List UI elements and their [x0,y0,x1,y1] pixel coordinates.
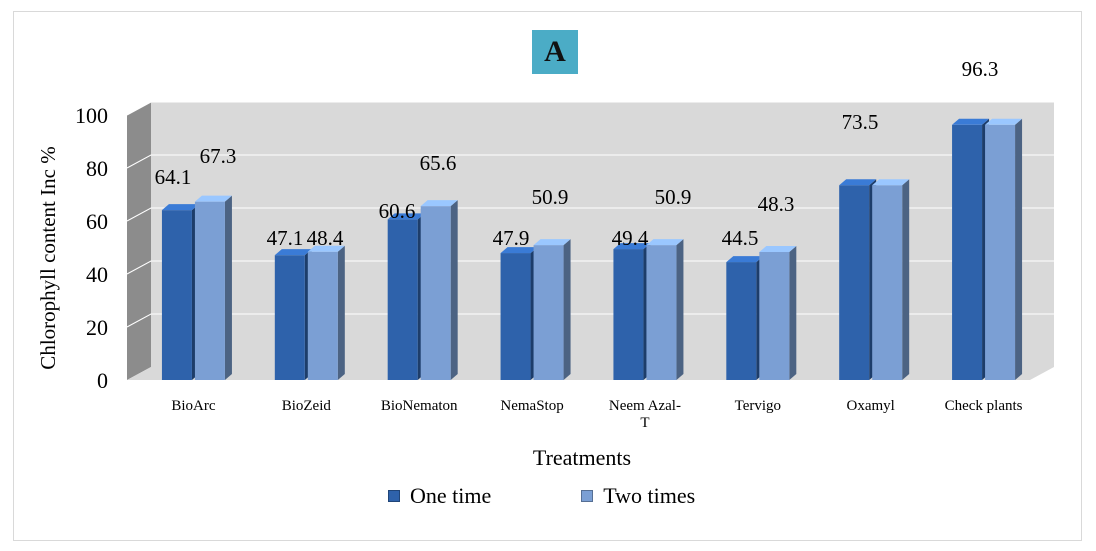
y-axis-title: Chlorophyll content Inc % [36,146,60,369]
bar-two-times [759,252,790,380]
x-axis-title: Treatments [533,445,631,470]
data-label: 50.9 [655,185,692,209]
y-tick-label: 80 [86,156,108,181]
bar-two-times [646,245,677,380]
bar-one-time [161,210,192,380]
x-tick-label-line: Oxamyl [847,398,895,414]
bar-top [759,246,797,253]
bar-one-time [952,124,983,381]
bar-one-time [387,219,418,380]
bar-top [420,200,458,207]
bar-two-times [194,201,225,380]
bar-side [789,246,797,380]
bar-top [952,118,990,125]
data-label: 49.4 [612,226,649,250]
bar-two-times [307,251,338,380]
panel-label: A [532,30,578,74]
gridline [126,154,1054,169]
x-tick-label: Tervigo [735,398,781,414]
x-tick-label: Oxamyl [847,398,895,414]
data-label: 96.3 [962,57,999,81]
y-tick-label: 60 [86,209,108,234]
bar-top [646,239,684,246]
bar-two-times [533,245,564,380]
x-tick-label: NemaStop [500,398,563,414]
data-label: 64.1 [155,165,192,189]
legend: One time Two times [388,483,695,509]
x-tick-label: BioArc [171,398,216,414]
x-tick-label-line: T [640,415,649,431]
bar-side [1015,118,1023,381]
legend-item-two-times: Two times [581,483,695,509]
data-label: 48.4 [307,226,344,250]
data-label: 73.5 [842,110,879,134]
data-label: 50.9 [532,185,569,209]
bar-side [563,239,571,380]
x-tick-label-line: Tervigo [735,398,781,414]
x-tick-label-line: NemaStop [500,398,563,414]
bar-top [307,245,345,252]
bar-one-time [839,185,870,380]
bar-side [902,179,910,380]
x-tick-label: Neem Azal-T [609,398,681,431]
floor [127,367,1054,380]
y-tick-label: 40 [86,262,108,287]
x-tick-label: Check plants [945,398,1023,414]
bar-side [450,200,458,380]
legend-swatch-one-time [388,490,400,502]
data-label: 60.6 [379,199,416,223]
x-tick-label: BioNematon [381,398,458,414]
x-tick-label-line: Check plants [945,398,1023,414]
bar-top [387,213,425,220]
back-wall [151,102,1054,367]
legend-item-one-time: One time [388,483,491,509]
data-label: 48.3 [758,192,795,216]
bar-top [872,179,910,186]
bar-top [726,256,764,263]
data-label: 44.5 [722,226,759,250]
x-tick-label-line: Neem Azal- [609,398,681,414]
data-label: 67.3 [200,144,237,168]
bar-side [676,239,684,380]
bar-two-times [420,206,451,380]
legend-label-two-times: Two times [603,483,696,508]
bar-one-time [613,249,644,380]
bar-two-times [872,185,903,380]
gridline [126,207,1054,222]
legend-label-one-time: One time [410,483,492,508]
bar-top [533,239,571,246]
bar-top [613,243,651,250]
bar-one-time [726,262,757,380]
bar-one-time [274,255,305,380]
data-label: 47.1 [267,226,304,250]
y-tick-label: 100 [75,103,108,128]
bar-one-time [500,253,531,380]
data-label: 65.6 [420,151,457,175]
bar-top [500,247,538,254]
bar-top [194,195,232,202]
gridline [126,101,1054,116]
bar-two-times [985,124,1016,381]
x-tick-label: BioZeid [282,398,332,414]
y-tick-label: 0 [97,368,108,393]
bar-top [161,204,199,211]
side-wall [127,102,151,380]
x-tick-label-line: BioZeid [282,398,332,414]
bar-side [224,195,232,380]
bar-top [274,249,312,256]
legend-swatch-two-times [581,490,594,502]
bar-side [337,245,345,380]
x-tick-label-line: BioArc [171,398,216,414]
y-tick-label: 20 [86,315,108,340]
x-tick-label-line: BioNematon [381,398,458,414]
data-label: 47.9 [493,226,530,250]
bar-top [839,179,877,186]
bar-top [985,118,1023,125]
